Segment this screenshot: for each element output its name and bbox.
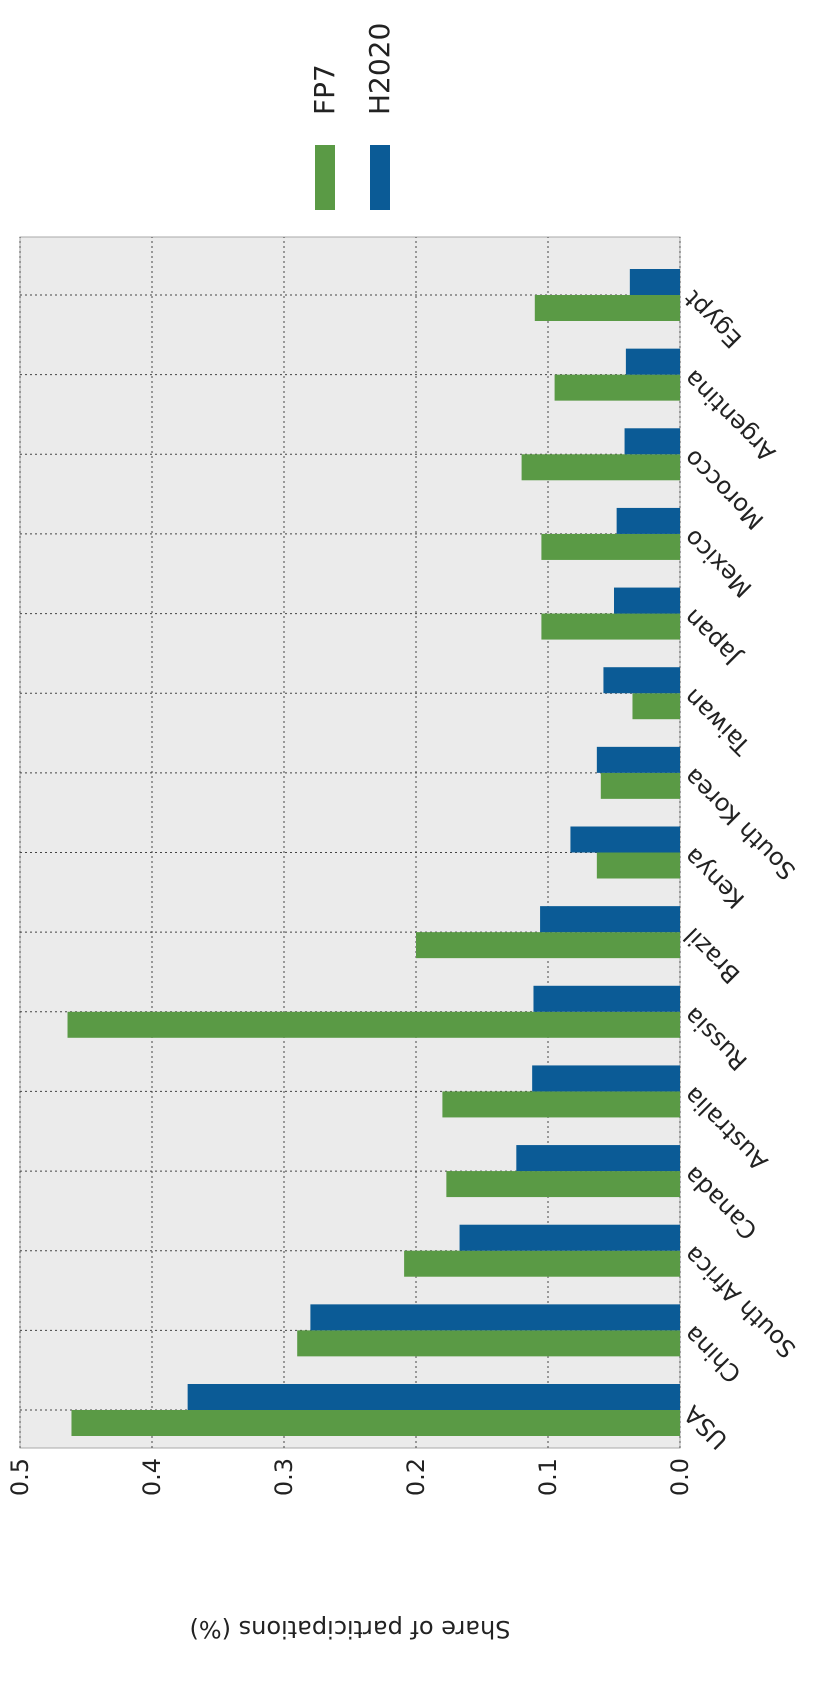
bar <box>532 1065 680 1092</box>
bar <box>596 746 681 773</box>
x-tick-label: China <box>678 1320 746 1388</box>
bar <box>632 693 680 720</box>
y-tick-label: 0.0 <box>666 1458 694 1496</box>
legend-swatch <box>370 145 390 210</box>
bar <box>416 932 680 959</box>
legend-swatch <box>315 145 335 210</box>
y-axis-label: Share of participations (%) <box>190 1615 511 1643</box>
bar <box>459 1224 680 1251</box>
bar <box>603 667 680 694</box>
legend-label: FP7 <box>308 64 341 115</box>
x-tick-label: Australia <box>678 1081 773 1176</box>
bar <box>521 454 680 481</box>
bar <box>600 772 680 799</box>
y-tick-label: 0.3 <box>270 1458 298 1496</box>
x-tick-label: Kenya <box>678 842 750 914</box>
bar <box>516 1145 680 1172</box>
legend-label: H2020 <box>363 23 396 115</box>
bar <box>534 295 680 321</box>
bar <box>541 533 681 560</box>
bar <box>533 985 680 1012</box>
y-tick-label: 0.1 <box>534 1458 562 1496</box>
x-tick-label: Japan <box>678 603 747 672</box>
bar <box>404 1250 680 1277</box>
bar <box>71 1410 681 1436</box>
bar <box>596 852 681 879</box>
bar <box>187 1384 680 1410</box>
bar <box>446 1171 680 1198</box>
bar <box>310 1304 680 1331</box>
bar <box>625 348 681 375</box>
bar <box>624 428 680 455</box>
y-tick-label: 0.2 <box>402 1458 430 1496</box>
bar <box>297 1330 680 1357</box>
bar <box>570 826 680 853</box>
bar <box>540 906 681 933</box>
bar <box>629 269 681 295</box>
x-tick-label: Taiwan <box>678 683 756 761</box>
y-tick-label: 0.4 <box>138 1458 166 1496</box>
x-tick-label: Egypt <box>678 285 747 354</box>
x-tick-label: Brazil <box>678 922 745 989</box>
x-tick-label: Russia <box>678 1002 752 1076</box>
bar <box>616 507 681 534</box>
x-tick-label: USA <box>678 1399 733 1454</box>
bar <box>442 1091 680 1118</box>
bar <box>614 587 680 614</box>
bar <box>554 374 680 401</box>
rotated-chart: Share of participations (%) 0.0 0.1 0.2 0.3… <box>6 23 801 1643</box>
bar <box>67 1011 680 1038</box>
bar <box>541 613 681 640</box>
x-tick-label: Mexico <box>678 524 757 603</box>
y-tick-label: 0.5 <box>6 1458 34 1496</box>
